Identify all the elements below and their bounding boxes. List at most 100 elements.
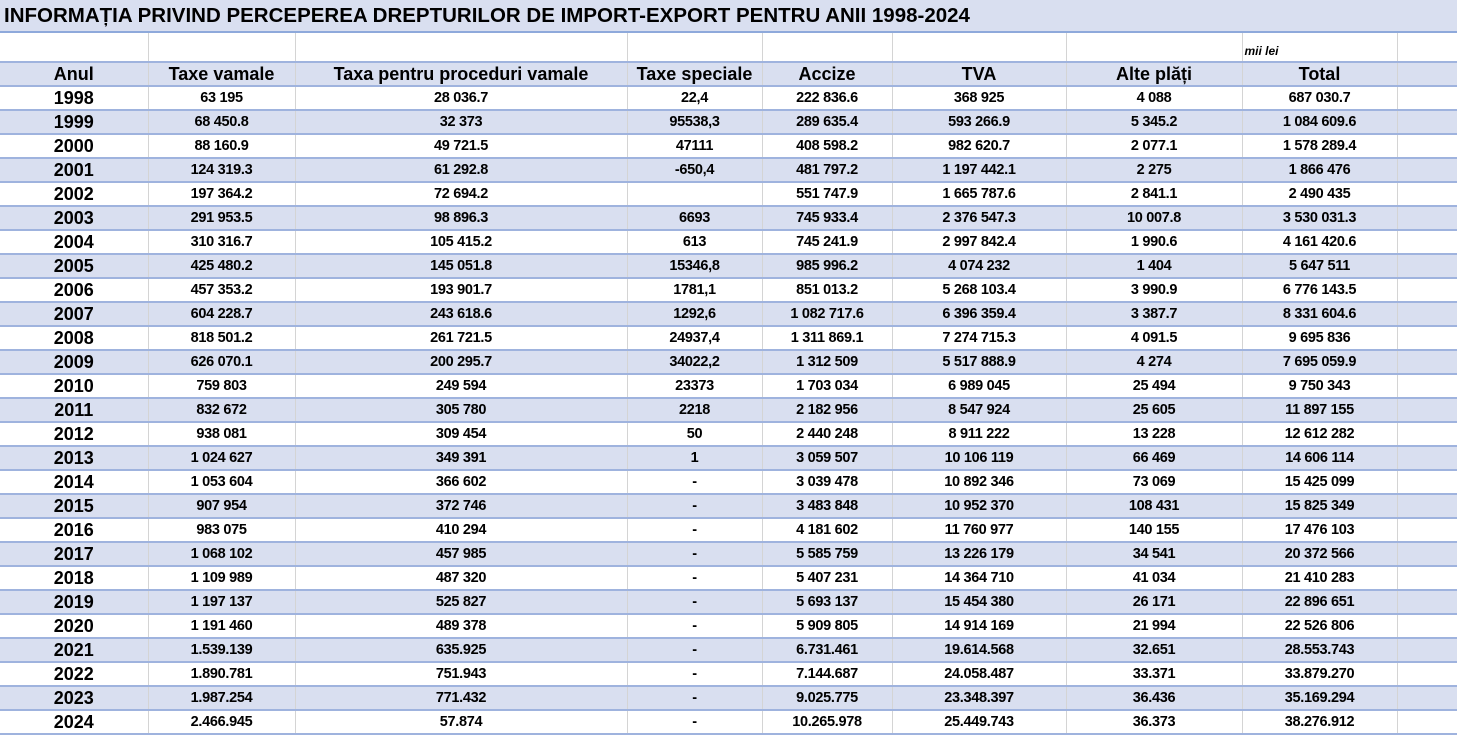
- cell-customs-procedure-fee[interactable]: 57.874: [294, 710, 627, 735]
- cell-excise[interactable]: 1 082 717.6: [761, 302, 892, 327]
- cell-other-payments[interactable]: 140 155: [1065, 518, 1242, 543]
- cell-vat[interactable]: 13 226 179: [891, 542, 1066, 567]
- cell-customs-procedure-fee[interactable]: 98 896.3: [294, 206, 627, 231]
- cell-total[interactable]: 5 647 511: [1241, 254, 1397, 279]
- cell-other-payments[interactable]: 1 990.6: [1065, 230, 1242, 255]
- cell-excise[interactable]: 1 312 509: [761, 350, 892, 375]
- cell-other-payments[interactable]: 1 404: [1065, 254, 1242, 279]
- cell-special-taxes[interactable]: 22,4: [626, 86, 762, 111]
- cell[interactable]: [1396, 470, 1457, 495]
- cell-year[interactable]: 2015: [0, 494, 148, 519]
- header-other-payments[interactable]: Alte plăți: [1065, 62, 1242, 87]
- cell-excise[interactable]: 745 241.9: [761, 230, 892, 255]
- cell[interactable]: [1396, 446, 1457, 471]
- cell-year[interactable]: 2018: [0, 566, 148, 591]
- cell-total[interactable]: 4 161 420.6: [1241, 230, 1397, 255]
- cell-special-taxes[interactable]: -: [626, 542, 762, 567]
- cell-excise[interactable]: 745 933.4: [761, 206, 892, 231]
- cell-other-payments[interactable]: 36.373: [1065, 710, 1242, 735]
- cell-special-taxes[interactable]: -: [626, 686, 762, 711]
- cell[interactable]: [1396, 62, 1457, 87]
- cell-customs-duties[interactable]: 63 195: [147, 86, 295, 111]
- cell-customs-procedure-fee[interactable]: 72 694.2: [294, 182, 627, 207]
- cell-total[interactable]: 8 331 604.6: [1241, 302, 1397, 327]
- cell-total[interactable]: 35.169.294: [1241, 686, 1397, 711]
- cell-other-payments[interactable]: 73 069: [1065, 470, 1242, 495]
- cell-customs-procedure-fee[interactable]: 410 294: [294, 518, 627, 543]
- cell-customs-duties[interactable]: 907 954: [147, 494, 295, 519]
- cell-vat[interactable]: 7 274 715.3: [891, 326, 1066, 351]
- cell-excise[interactable]: 3 039 478: [761, 470, 892, 495]
- cell[interactable]: [1396, 398, 1457, 423]
- cell[interactable]: [1396, 302, 1457, 327]
- cell-other-payments[interactable]: 25 494: [1065, 374, 1242, 399]
- cell-special-taxes[interactable]: 6693: [626, 206, 762, 231]
- cell-vat[interactable]: 5 517 888.9: [891, 350, 1066, 375]
- cell-year[interactable]: 2017: [0, 542, 148, 567]
- cell-customs-procedure-fee[interactable]: 49 721.5: [294, 134, 627, 159]
- cell-year[interactable]: 2007: [0, 302, 148, 327]
- cell-customs-duties[interactable]: 832 672: [147, 398, 295, 423]
- cell-year[interactable]: 2012: [0, 422, 148, 447]
- header-year[interactable]: Anul: [0, 62, 148, 87]
- cell-excise[interactable]: 222 836.6: [761, 86, 892, 111]
- cell-special-taxes[interactable]: -: [626, 638, 762, 663]
- cell-year[interactable]: 2021: [0, 638, 148, 663]
- cell-total[interactable]: 3 530 031.3: [1241, 206, 1397, 231]
- cell-vat[interactable]: 2 997 842.4: [891, 230, 1066, 255]
- cell-special-taxes[interactable]: 34022,2: [626, 350, 762, 375]
- cell-vat[interactable]: 6 396 359.4: [891, 302, 1066, 327]
- cell-customs-duties[interactable]: 2.466.945: [147, 710, 295, 735]
- cell-excise[interactable]: 5 407 231: [761, 566, 892, 591]
- cell-total[interactable]: 22 896 651: [1241, 590, 1397, 615]
- cell-special-taxes[interactable]: -: [626, 710, 762, 735]
- cell-year[interactable]: 2003: [0, 206, 148, 231]
- cell-other-payments[interactable]: 2 077.1: [1065, 134, 1242, 159]
- cell-year[interactable]: 2020: [0, 614, 148, 639]
- cell-year[interactable]: 2013: [0, 446, 148, 471]
- cell-customs-duties[interactable]: 457 353.2: [147, 278, 295, 303]
- cell[interactable]: [0, 33, 148, 63]
- cell-other-payments[interactable]: 5 345.2: [1065, 110, 1242, 135]
- cell-customs-duties[interactable]: 938 081: [147, 422, 295, 447]
- cell-vat[interactable]: 14 364 710: [891, 566, 1066, 591]
- cell-special-taxes[interactable]: 15346,8: [626, 254, 762, 279]
- cell-vat[interactable]: 2 376 547.3: [891, 206, 1066, 231]
- cell[interactable]: [1396, 710, 1457, 735]
- cell[interactable]: [294, 33, 627, 63]
- cell-year[interactable]: 2011: [0, 398, 148, 423]
- cell-year[interactable]: 2002: [0, 182, 148, 207]
- cell-special-taxes[interactable]: 1292,6: [626, 302, 762, 327]
- cell[interactable]: [1396, 158, 1457, 183]
- cell-total[interactable]: 1 084 609.6: [1241, 110, 1397, 135]
- cell-special-taxes[interactable]: -: [626, 590, 762, 615]
- cell-year[interactable]: 2008: [0, 326, 148, 351]
- cell-customs-procedure-fee[interactable]: 249 594: [294, 374, 627, 399]
- cell[interactable]: [1396, 206, 1457, 231]
- header-total[interactable]: Total: [1241, 62, 1397, 87]
- cell-vat[interactable]: 15 454 380: [891, 590, 1066, 615]
- cell-special-taxes[interactable]: 23373: [626, 374, 762, 399]
- cell-vat[interactable]: 8 547 924: [891, 398, 1066, 423]
- cell-total[interactable]: 9 750 343: [1241, 374, 1397, 399]
- cell-total[interactable]: 21 410 283: [1241, 566, 1397, 591]
- cell-year[interactable]: 1999: [0, 110, 148, 135]
- cell[interactable]: [1396, 182, 1457, 207]
- cell-customs-duties[interactable]: 1 024 627: [147, 446, 295, 471]
- cell[interactable]: [761, 33, 892, 63]
- cell-vat[interactable]: 19.614.568: [891, 638, 1066, 663]
- cell-other-payments[interactable]: 33.371: [1065, 662, 1242, 687]
- cell-customs-procedure-fee[interactable]: 349 391: [294, 446, 627, 471]
- cell-customs-procedure-fee[interactable]: 309 454: [294, 422, 627, 447]
- cell-customs-procedure-fee[interactable]: 261 721.5: [294, 326, 627, 351]
- cell-special-taxes[interactable]: [626, 182, 762, 207]
- cell-other-payments[interactable]: 3 990.9: [1065, 278, 1242, 303]
- cell[interactable]: [1396, 662, 1457, 687]
- cell-other-payments[interactable]: 2 275: [1065, 158, 1242, 183]
- cell-excise[interactable]: 5 585 759: [761, 542, 892, 567]
- cell[interactable]: [1396, 518, 1457, 543]
- cell-customs-procedure-fee[interactable]: 751.943: [294, 662, 627, 687]
- cell-customs-duties[interactable]: 310 316.7: [147, 230, 295, 255]
- cell-total[interactable]: 1 578 289.4: [1241, 134, 1397, 159]
- cell-total[interactable]: 20 372 566: [1241, 542, 1397, 567]
